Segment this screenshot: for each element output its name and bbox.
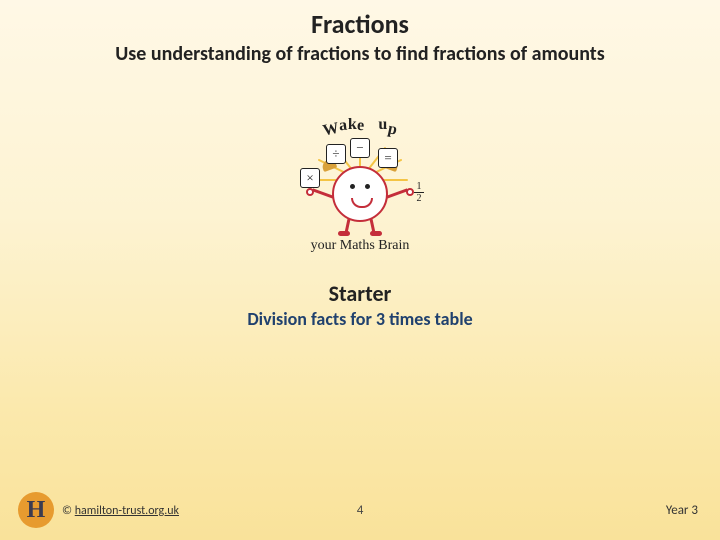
operator-times-icon: ×: [300, 168, 320, 188]
operator-equals-icon: =: [378, 148, 398, 168]
wake-up-graphic: Wake up ÷ − = × 1: [260, 118, 460, 254]
clock-eye-left: [350, 184, 355, 189]
clock-illustration: ÷ − = × 1 2: [290, 138, 430, 234]
copyright-link[interactable]: hamilton-trust.org.uk: [75, 504, 179, 518]
operator-divide-icon: ÷: [326, 144, 346, 164]
page-title: Fractions: [0, 0, 720, 40]
clock-eye-right: [365, 184, 370, 189]
clock-hand-right: [406, 188, 414, 196]
year-label: Year 3: [666, 503, 698, 518]
page-subtitle: Use understanding of fractions to find f…: [0, 42, 720, 66]
fraction-numerator: 1: [414, 182, 424, 191]
operator-fraction-icon: 1 2: [414, 182, 424, 203]
hamilton-logo-icon: H: [18, 492, 54, 528]
clock-face-icon: [332, 166, 388, 222]
copyright-symbol: ©: [62, 504, 75, 518]
slide: Fractions Use understanding of fractions…: [0, 0, 720, 540]
starter-text: Division facts for 3 times table: [0, 308, 720, 330]
wake-up-top-text: Wake up: [260, 118, 460, 136]
footer: H © hamilton-trust.org.uk 4 Year 3: [0, 488, 720, 528]
copyright-text: © hamilton-trust.org.uk: [62, 504, 179, 518]
wake-up-bottom-text: your Maths Brain: [260, 238, 460, 254]
fraction-denominator: 2: [414, 194, 424, 203]
clock-foot-left: [338, 231, 350, 236]
starter-label: Starter: [0, 280, 720, 307]
clock-hand-left: [306, 188, 314, 196]
slide-number: 4: [357, 503, 364, 518]
clock-foot-right: [370, 231, 382, 236]
operator-minus-icon: −: [350, 138, 370, 158]
clock-mouth: [351, 198, 373, 208]
